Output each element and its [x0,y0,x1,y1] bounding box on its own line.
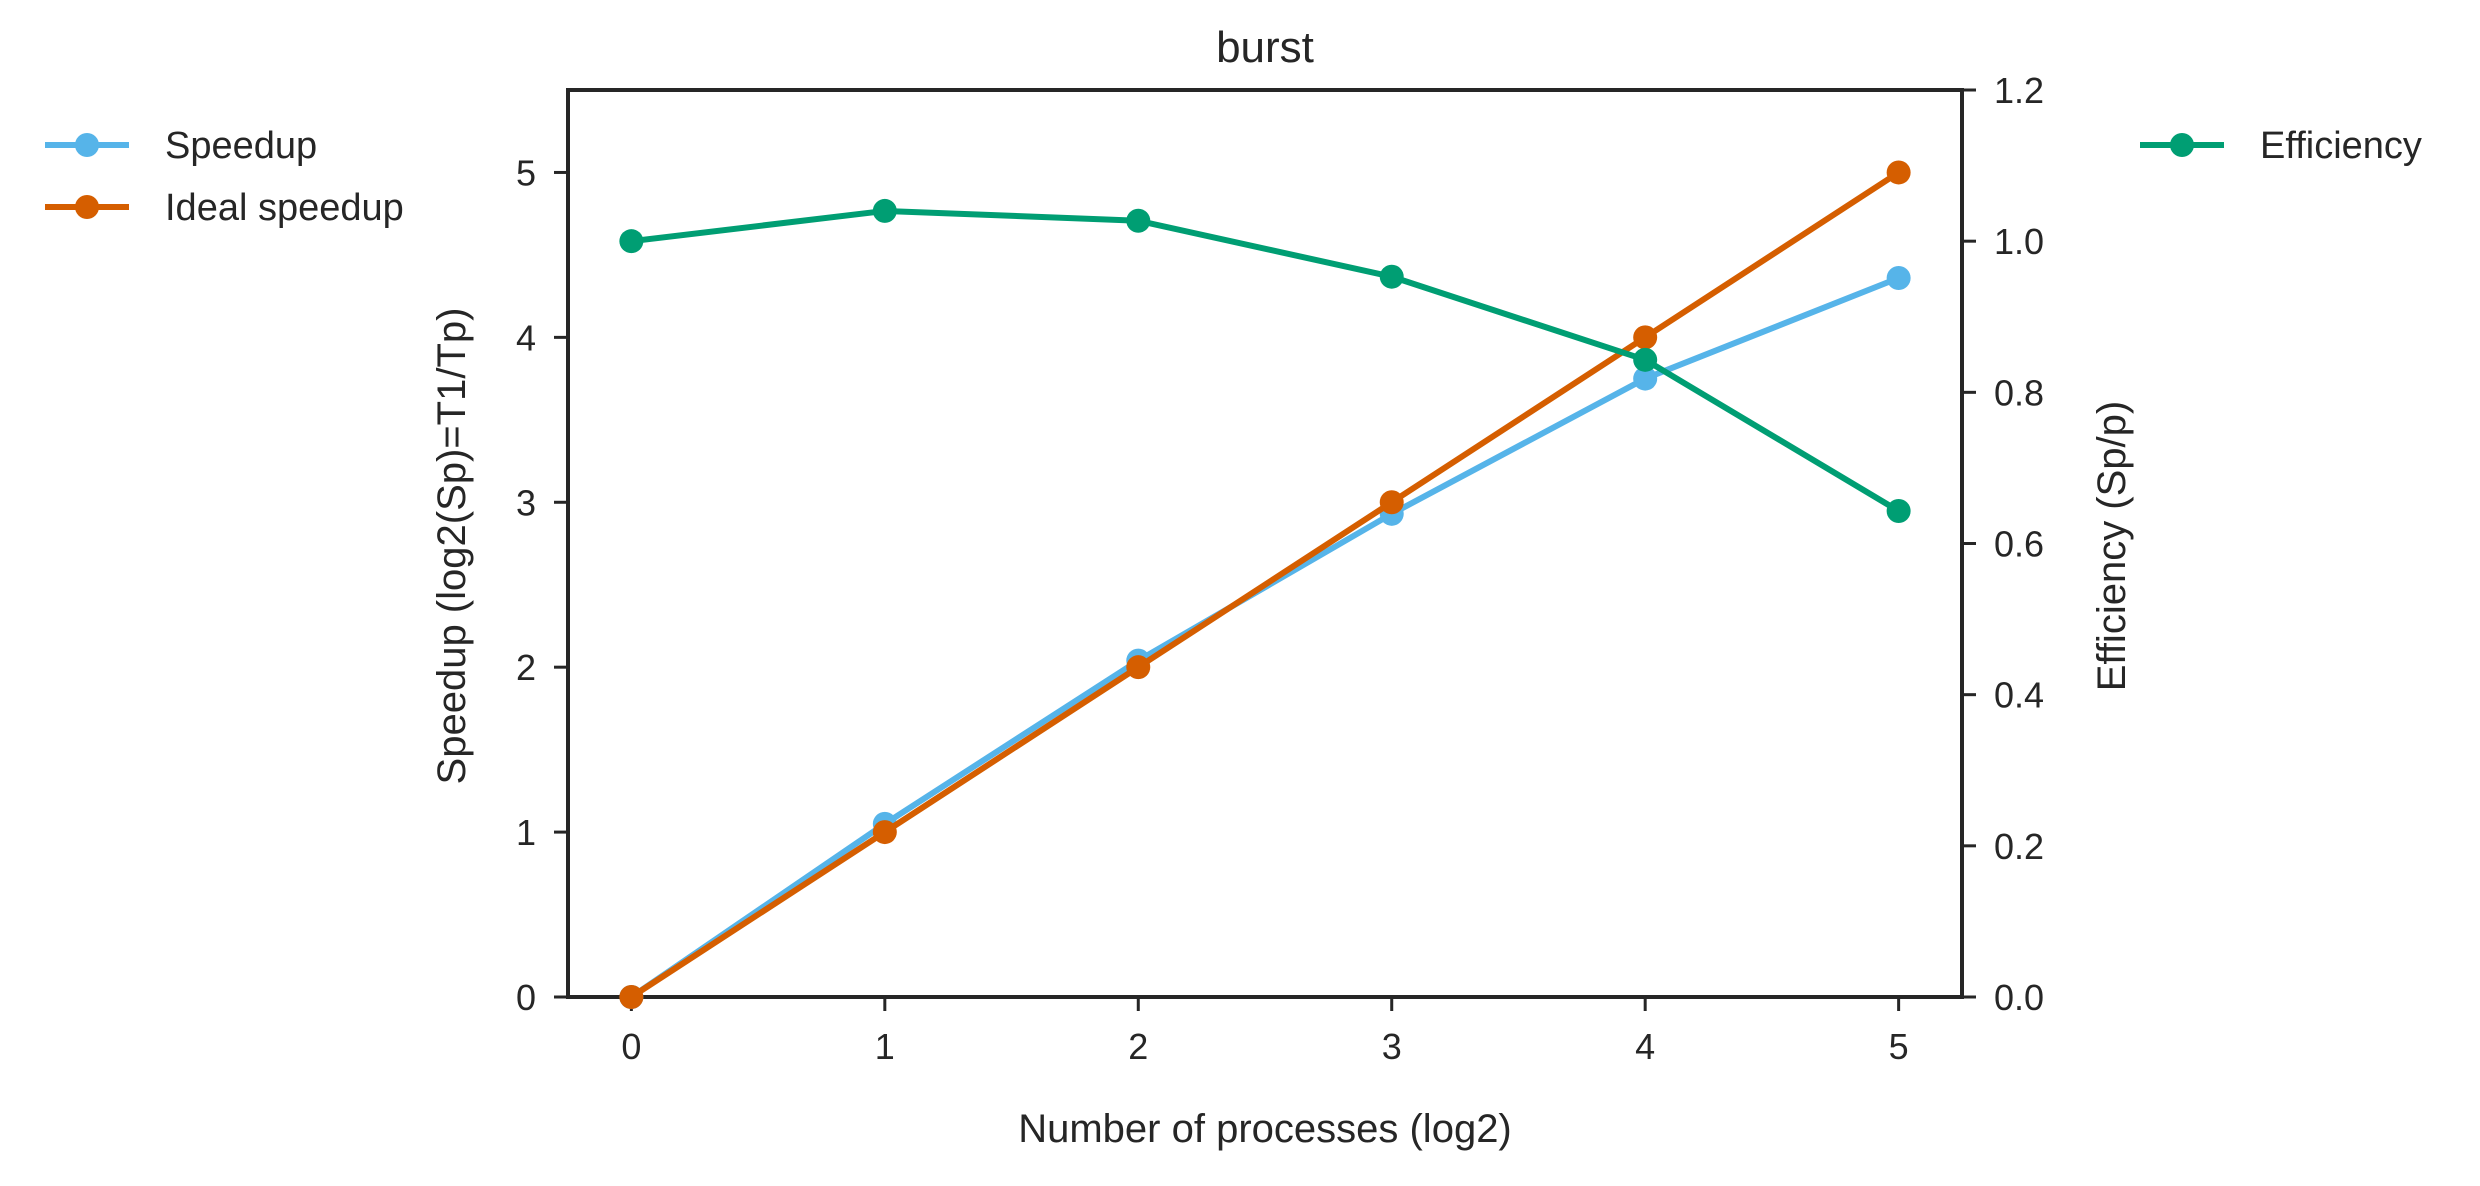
y-right-tick-label: 0.4 [1994,675,2044,716]
y-right-tick-label: 1.0 [1994,221,2044,262]
y-axis-label-right: Efficiency (Sp/p) [2090,401,2134,692]
y-left-tick-label: 5 [516,152,536,193]
series-point-1 [872,820,897,845]
series-point-2 [1379,264,1404,289]
y-left-tick-label: 3 [516,482,536,523]
legend-left-entry-label: Speedup [165,125,317,167]
series-point-0 [1633,366,1658,391]
y-axis-label-left: Speedup (log2(Sp)=T1/Tp) [430,308,474,785]
series-point-2 [619,229,644,254]
y-right-tick-label: 0.6 [1994,524,2044,565]
series-point-2 [1886,498,1911,523]
series-line-1 [629,169,1901,1000]
series-point-2 [1633,347,1658,372]
series-point-1 [1126,655,1151,680]
x-tick-label: 4 [1635,1026,1655,1067]
y-left-tick-label: 1 [516,812,536,853]
series-line-0 [629,275,1900,1000]
series-point-0 [1886,265,1911,290]
x-tick-label: 5 [1889,1026,1909,1067]
legend-left-entry-label: Ideal speedup [165,187,404,229]
x-tick-label: 2 [1128,1026,1148,1067]
y-left-tick-label: 4 [516,317,536,358]
series-point-1 [1886,160,1911,185]
legend-left-entry-marker [75,133,99,157]
y-left-tick-label: 2 [516,647,536,688]
x-tick-label: 3 [1382,1026,1402,1067]
series-line-2 [631,207,1901,514]
y-right-tick-label: 0.0 [1994,977,2044,1018]
chart-title: burst [1216,23,1314,72]
series-group [619,160,1911,1009]
series-point-2 [872,198,897,223]
series-point-1 [1633,325,1658,350]
x-tick-label: 1 [875,1026,895,1067]
series-point-2 [1126,208,1151,233]
y-left-tick-label: 0 [516,977,536,1018]
y-right-tick-label: 0.2 [1994,826,2044,867]
y-right-tick-label: 1.2 [1994,70,2044,111]
series-point-1 [1379,490,1404,515]
legend-group: Speedup Ideal speedup Efficiency [45,125,2422,229]
x-tick-label: 0 [621,1026,641,1067]
series-point-1 [619,985,644,1009]
legend-right-entry-label: Efficiency [2260,125,2422,167]
legend-right-entry-marker [2170,133,2194,157]
axes-group: 0 1 2 3 4 5 0 1 2 3 4 5 0.0 0.2 0.4 0.6 0.8 1.0 1.2 [516,70,2044,1067]
y-right-tick-label: 0.8 [1994,372,2044,413]
x-axis-label: Number of processes (log2) [1018,1107,1512,1151]
legend-left-entry-marker [75,195,99,219]
